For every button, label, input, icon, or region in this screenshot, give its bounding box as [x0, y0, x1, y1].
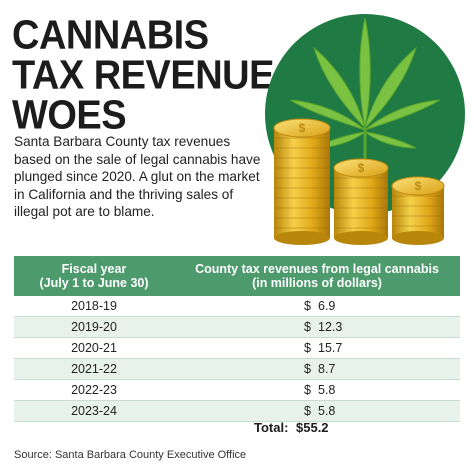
- coin-stack-icon: $ $ $: [273, 118, 445, 245]
- revenue-table: Fiscal year (July 1 to June 30) County t…: [14, 256, 460, 422]
- total-value: $55.2: [296, 420, 329, 435]
- revenue-value: 5.8: [318, 404, 336, 418]
- revenue-cell: $8.7: [174, 358, 460, 380]
- table-header-row: Fiscal year (July 1 to June 30) County t…: [14, 256, 460, 296]
- currency-symbol: $: [304, 362, 311, 376]
- headline-line-2: TAX REVENUE: [12, 52, 274, 99]
- total-label: Total:: [254, 420, 289, 435]
- revenue-cell: $5.8: [174, 400, 460, 422]
- page-title: CANNABIS TAX REVENUE WOES: [12, 12, 274, 139]
- col2-title: County tax revenues from legal cannabis: [195, 262, 439, 276]
- col1-title: Fiscal year: [61, 262, 127, 276]
- currency-symbol: $: [304, 383, 311, 397]
- revenue-value: 5.8: [318, 383, 336, 397]
- col1-subtitle: (July 1 to June 30): [39, 276, 149, 290]
- table-row: 2023-24 $5.8: [14, 400, 460, 422]
- revenue-value: 12.3: [318, 320, 343, 334]
- revenue-value: 8.7: [318, 362, 336, 376]
- revenue-value: 6.9: [318, 299, 336, 313]
- svg-text:$: $: [358, 161, 365, 175]
- headline-line-1: CANNABIS: [12, 12, 209, 59]
- currency-symbol: $: [304, 320, 311, 334]
- year-cell: 2020-21: [14, 337, 174, 359]
- col2-subtitle: (in millions of dollars): [252, 276, 382, 290]
- col-header-fiscal-year: Fiscal year (July 1 to June 30): [14, 256, 174, 296]
- currency-symbol: $: [304, 299, 311, 313]
- year-cell: 2023-24: [14, 400, 174, 422]
- currency-symbol: $: [304, 341, 311, 355]
- currency-symbol: $: [304, 404, 311, 418]
- headline-line-3: WOES: [12, 92, 127, 139]
- year-cell: 2019-20: [14, 316, 174, 338]
- year-cell: 2018-19: [14, 296, 174, 317]
- year-cell: 2021-22: [14, 358, 174, 380]
- intro-paragraph: Santa Barbara County tax revenues based …: [14, 134, 261, 220]
- table-row: 2020-21 $15.7: [14, 337, 460, 359]
- cannabis-coins-illustration: $ $ $: [265, 14, 465, 245]
- revenue-cell: $12.3: [174, 316, 460, 338]
- revenue-cell: $6.9: [174, 296, 460, 317]
- svg-text:$: $: [415, 179, 422, 193]
- revenue-cell: $5.8: [174, 379, 460, 401]
- revenue-value: 15.7: [318, 341, 343, 355]
- table-row: 2019-20 $12.3: [14, 316, 460, 338]
- year-cell: 2022-23: [14, 379, 174, 401]
- svg-text:$: $: [299, 121, 306, 135]
- source-note: Source: Santa Barbara County Executive O…: [14, 449, 247, 461]
- table-row: 2018-19 $6.9: [14, 296, 460, 317]
- table-row: 2021-22 $8.7: [14, 358, 460, 380]
- col-header-revenue: County tax revenues from legal cannabis …: [174, 256, 460, 296]
- revenue-cell: $15.7: [174, 337, 460, 359]
- table-row: 2022-23 $5.8: [14, 379, 460, 401]
